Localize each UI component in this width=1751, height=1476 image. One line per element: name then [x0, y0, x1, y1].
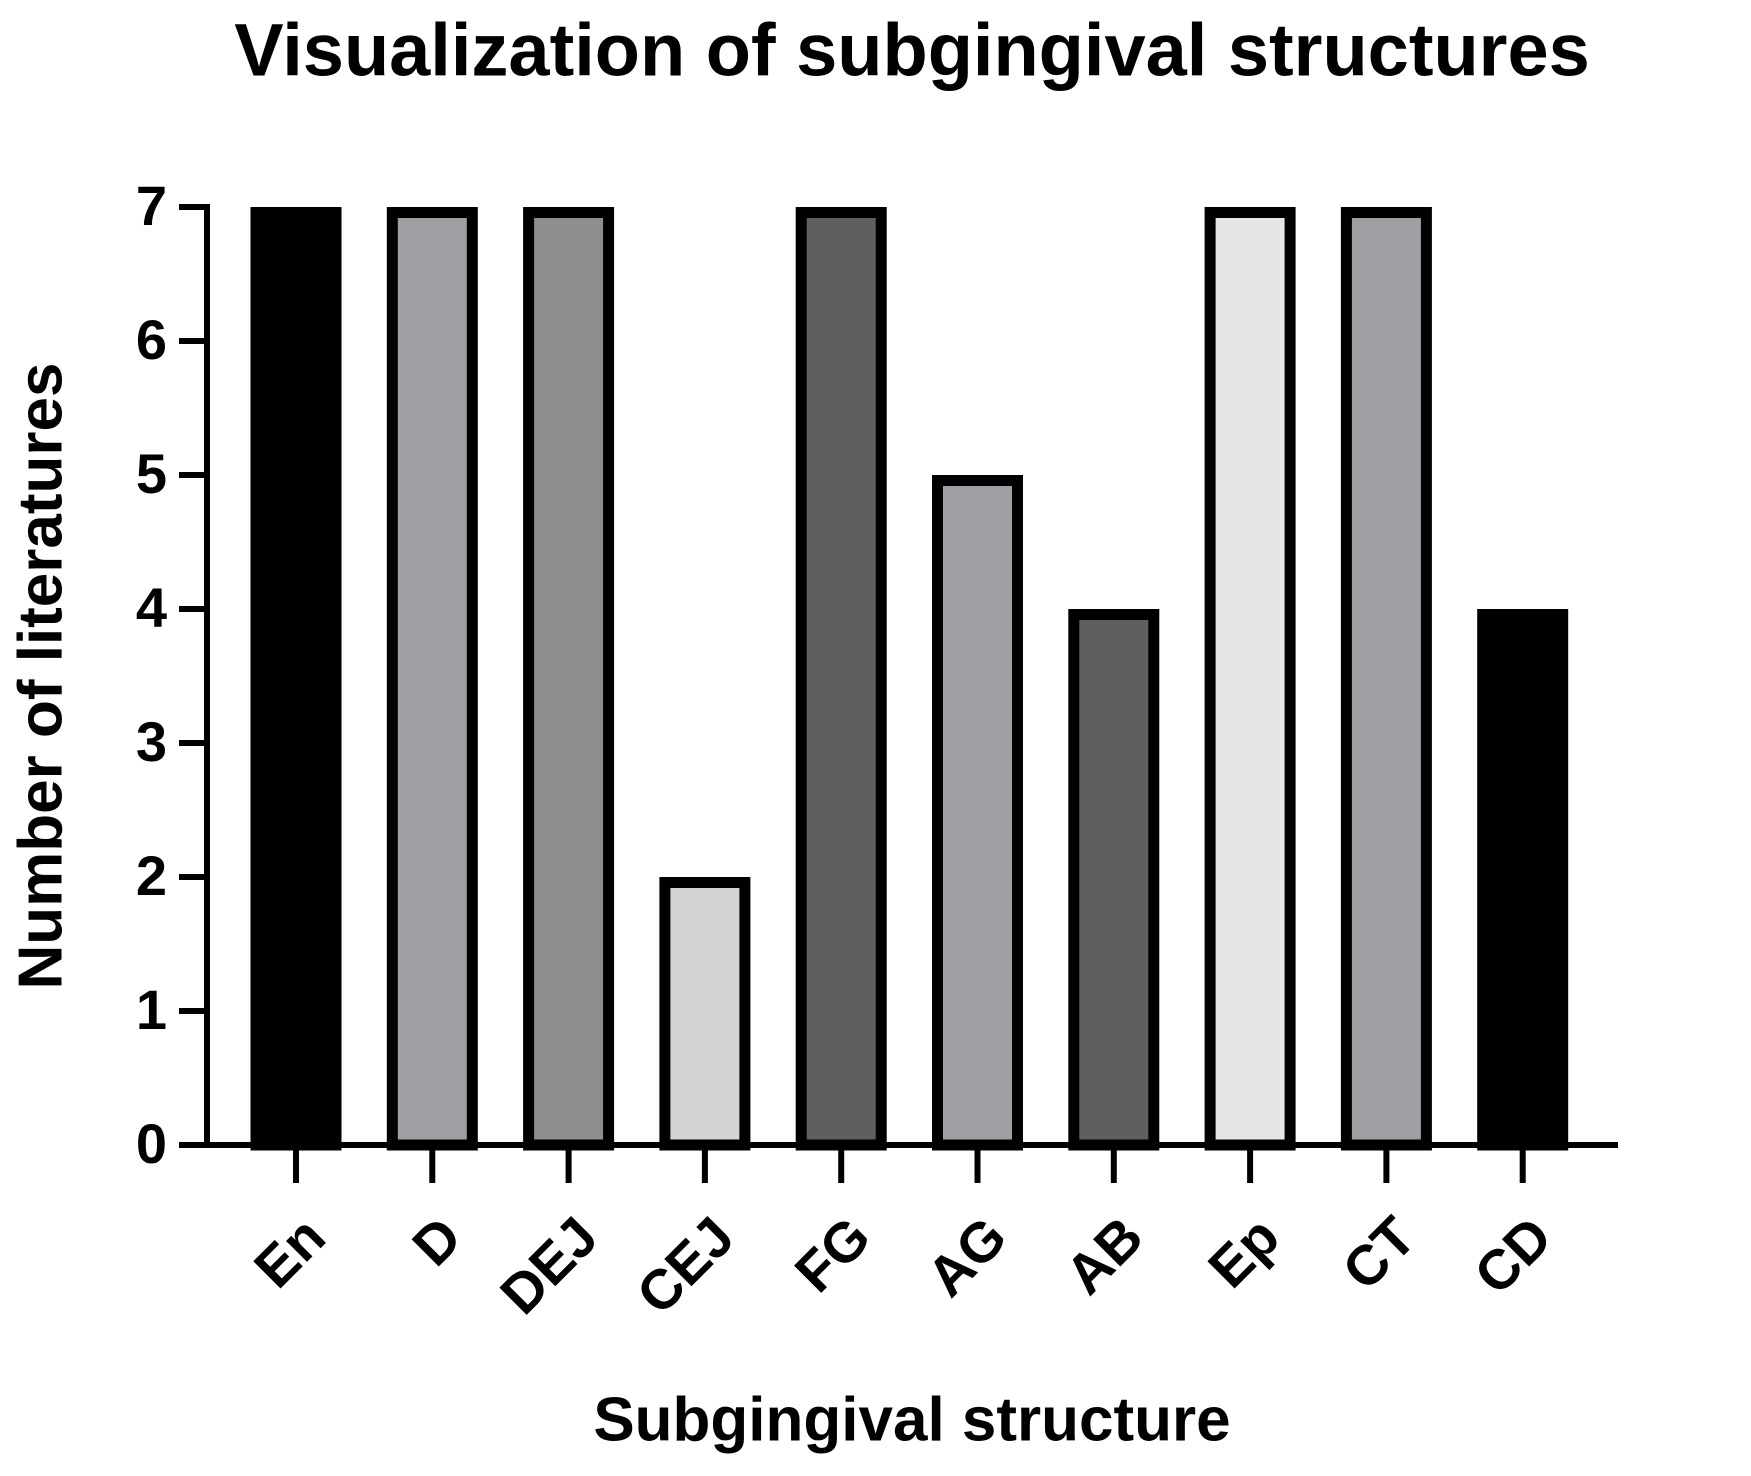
y-tick-label: 1 [136, 978, 167, 1041]
x-tick-label: AB [1053, 1204, 1155, 1306]
bar [795, 207, 887, 1151]
chart-title: Visualization of subgingival structures [234, 9, 1590, 92]
bar [1340, 207, 1432, 1151]
bar [932, 475, 1023, 1151]
y-tick-label: 6 [136, 308, 167, 371]
x-tick-label: FG [783, 1204, 883, 1304]
x-tick-label: CD [1462, 1204, 1564, 1306]
x-tick-label: DEJ [488, 1204, 610, 1326]
bar [659, 877, 751, 1151]
bar [1204, 207, 1296, 1151]
bar [1068, 609, 1160, 1151]
y-axis-label: Number of literatures [6, 362, 75, 989]
x-tick-label: En [242, 1204, 337, 1299]
y-tick-label: 7 [136, 174, 167, 237]
x-tick-label: AG [915, 1204, 1019, 1308]
x-tick-label: CEJ [624, 1204, 746, 1326]
x-axis-label: Subgingival structure [593, 1385, 1230, 1454]
x-tick-label: Ep [1196, 1204, 1291, 1299]
bar [386, 207, 478, 1151]
x-tick-label: CT [1330, 1204, 1427, 1301]
x-tick-label: D [400, 1204, 473, 1277]
y-tick-label: 2 [136, 844, 167, 907]
y-tick-label: 5 [136, 442, 167, 505]
bar [1477, 609, 1569, 1151]
bar [250, 207, 342, 1151]
y-tick-label: 3 [136, 710, 167, 773]
y-tick-label: 0 [136, 1112, 167, 1175]
bar [523, 207, 615, 1151]
y-tick-label: 4 [136, 576, 167, 639]
